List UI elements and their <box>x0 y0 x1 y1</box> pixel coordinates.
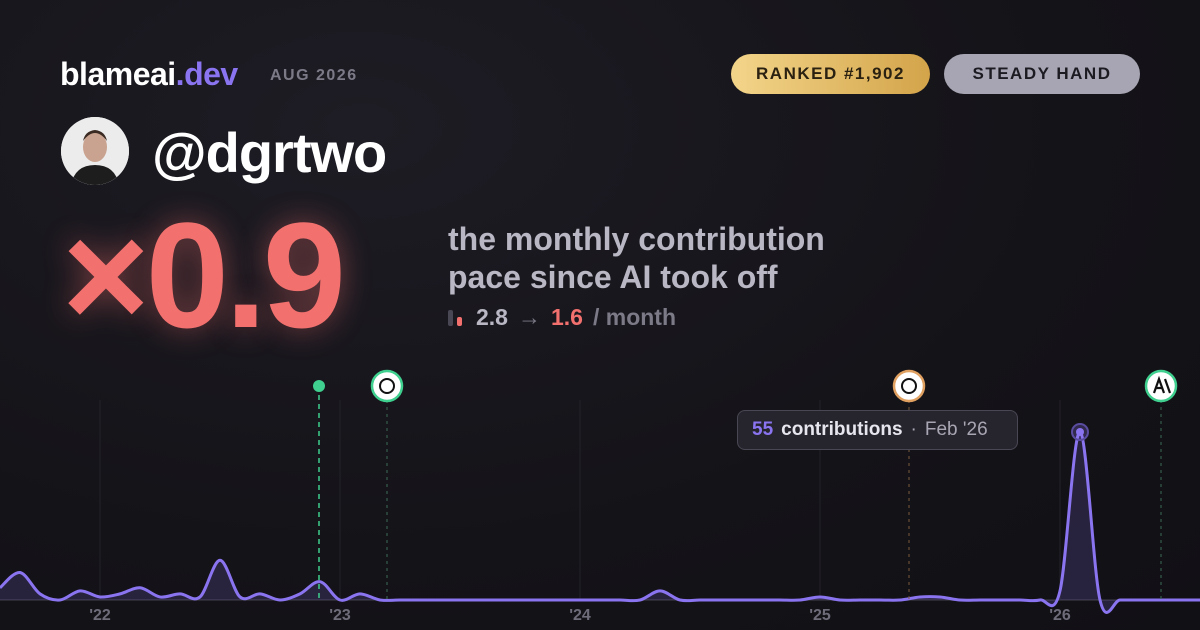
pace-unit: / month <box>592 304 677 330</box>
multiplier: ×0.9 <box>62 191 346 359</box>
events <box>313 369 1178 600</box>
openai-icon <box>892 369 926 403</box>
anthropic-glyph <box>1152 375 1172 394</box>
openai-glyph <box>379 378 395 394</box>
line <box>0 430 1200 614</box>
style-badge: STEADY HAND <box>944 54 1140 94</box>
peak-dot <box>1076 428 1084 436</box>
tooltip-date: · <box>910 419 917 440</box>
avatar-image <box>61 117 129 185</box>
chart: '22 '23 '24 '25 '26 <box>0 369 1200 624</box>
openai-icon <box>370 369 404 403</box>
openai-glyph <box>901 378 917 394</box>
avatar <box>61 117 129 185</box>
pace-arrow: → <box>517 304 541 330</box>
brand: blameai.dev <box>60 56 238 93</box>
tooltip-value: 55 <box>752 419 774 440</box>
tooltip: 55 contributions · Feb '26 <box>737 410 1018 450</box>
tooltip-label: contributions <box>781 419 903 440</box>
event-dot <box>313 380 325 392</box>
x-tick-label: '26 <box>1049 607 1071 624</box>
description: the monthly contribution pace since AI to… <box>448 220 825 296</box>
brand-tld: .dev <box>175 56 239 92</box>
pace-icon <box>448 309 462 326</box>
x-tick-label: '23 <box>329 607 351 624</box>
x-tick-label: '22 <box>89 607 111 624</box>
pace-before: 2.8 <box>476 304 508 330</box>
x-tick-label: '24 <box>569 607 591 624</box>
description-line: the monthly contribution <box>448 221 825 257</box>
pace: 2.8 → 1.6 / month <box>448 304 676 331</box>
handle: @dgrtwo <box>152 121 387 184</box>
rank-badge: RANKED #1,902 <box>731 54 930 94</box>
period: AUG 2026 <box>270 67 358 84</box>
area <box>0 431 1200 613</box>
pace-after: 1.6 <box>550 304 583 330</box>
plot: '22 '23 '24 '25 '26 <box>0 400 1200 624</box>
brand-name: blameai <box>60 56 176 92</box>
description-line: pace since AI took off <box>448 259 778 295</box>
tooltip-date: Feb '26 <box>924 419 988 440</box>
x-tick-label: '25 <box>809 607 831 624</box>
